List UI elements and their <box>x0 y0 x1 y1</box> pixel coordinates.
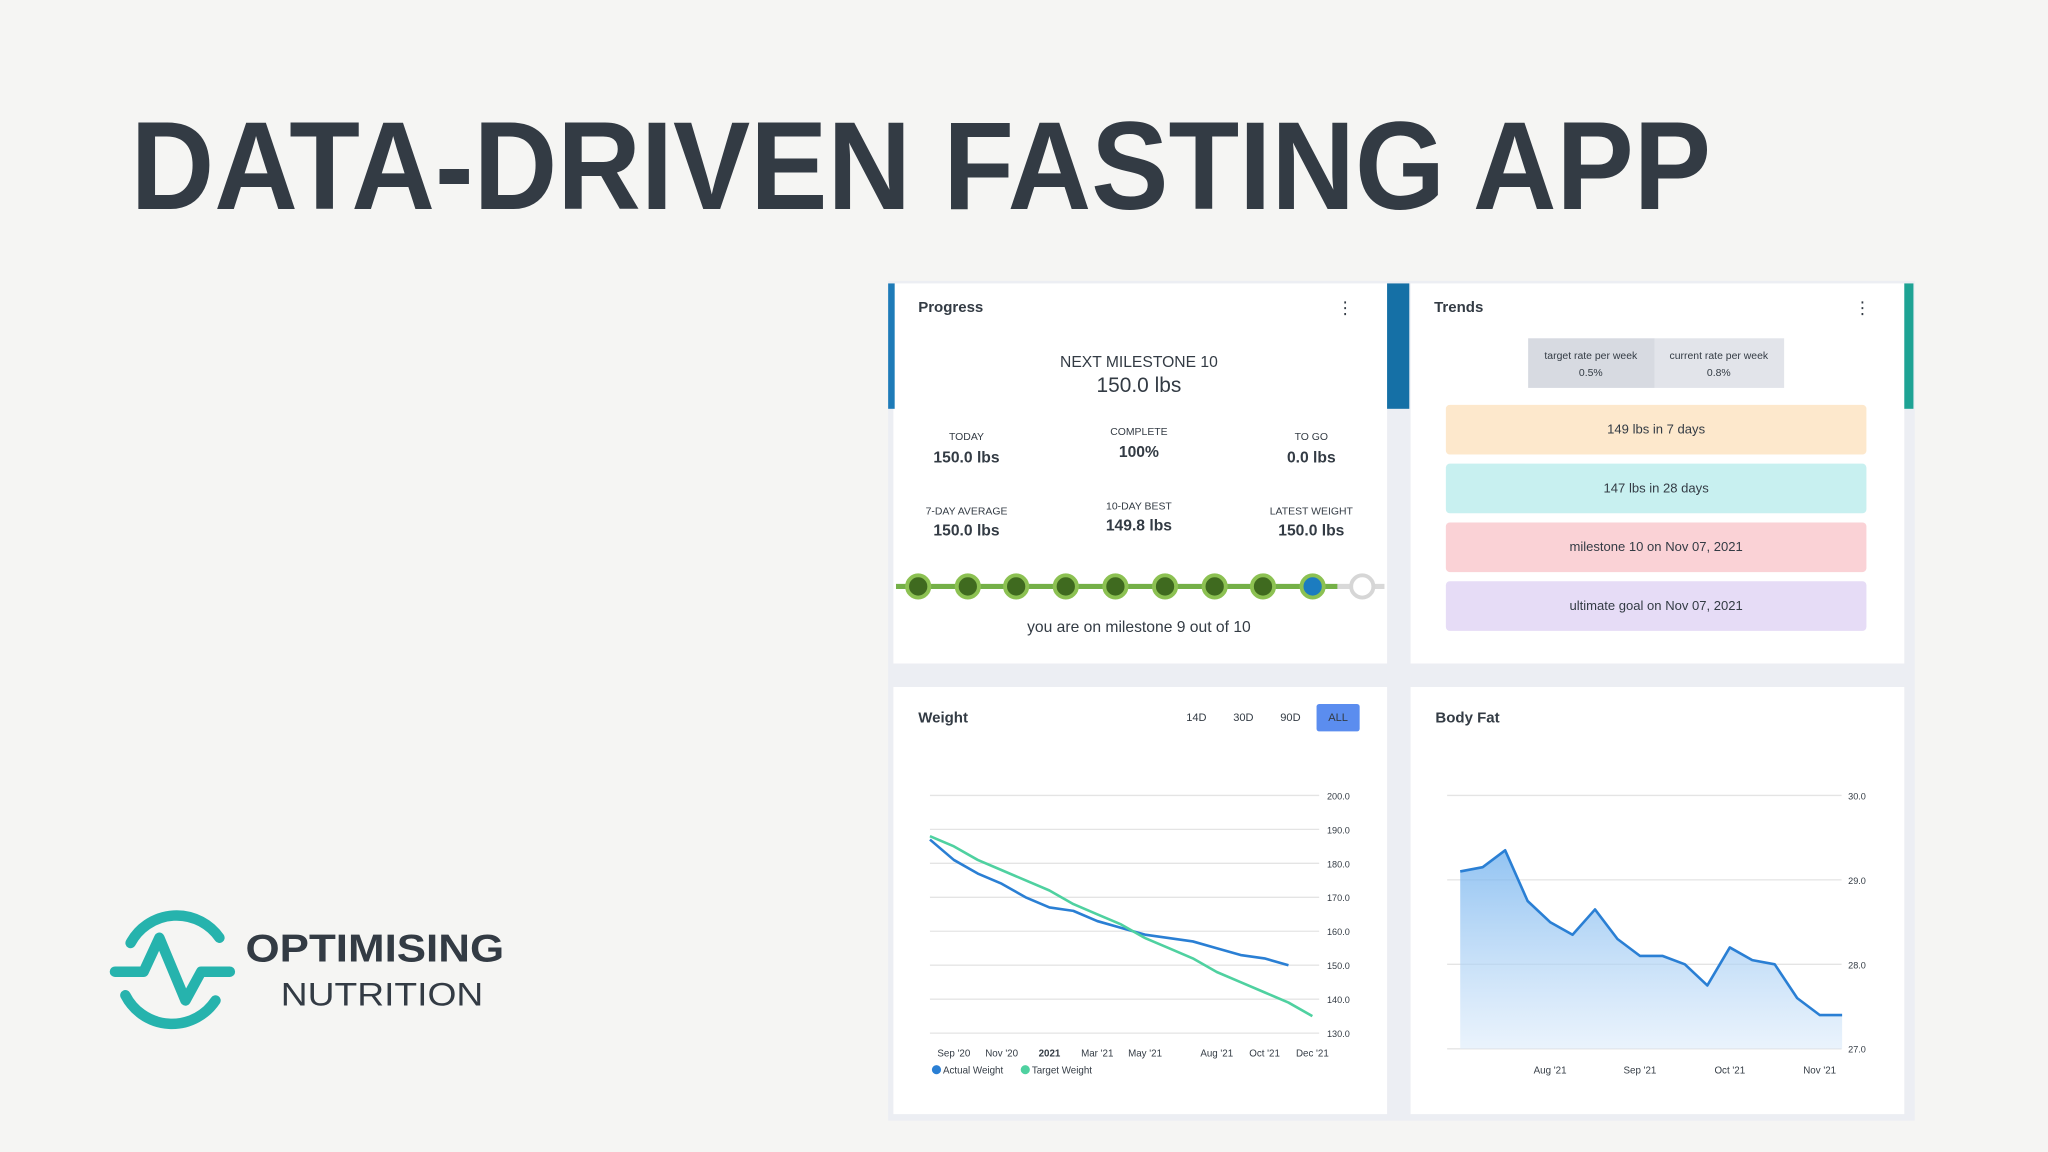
milestone-dot <box>954 573 981 600</box>
milestone-label: NEXT MILESTONE 10 <box>1060 354 1218 371</box>
logo-text: OPTIMISING <box>246 927 505 970</box>
range-button[interactable]: 14D <box>1186 712 1206 724</box>
y-tick-label: 170.0 <box>1327 893 1350 903</box>
y-tick-label: 27.0 <box>1848 1045 1866 1055</box>
logo-pulse <box>109 932 236 1006</box>
stat-label: COMPLETE <box>1110 427 1167 438</box>
stat-value: 150.0 lbs <box>933 523 999 540</box>
trend-item <box>1445 581 1867 631</box>
logo-arc <box>125 910 225 949</box>
logo-text: NUTRITION <box>281 976 483 1013</box>
stat-label: TO GO <box>1295 432 1328 443</box>
rate-value: 0.5% <box>1579 368 1603 379</box>
trend-text: milestone 10 on Nov 07, 2021 <box>1569 539 1742 554</box>
x-tick-label: Oct '21 <box>1714 1066 1745 1077</box>
y-tick-label: 200.0 <box>1327 791 1350 801</box>
x-tick-label: Sep '21 <box>1624 1066 1657 1077</box>
y-tick-label: 29.0 <box>1848 876 1866 886</box>
weight-panel <box>893 687 1388 1115</box>
x-tick-label: Nov '21 <box>1803 1066 1836 1077</box>
trend-text: 149 lbs in 7 days <box>1607 422 1705 437</box>
x-tick-label: Mar '21 <box>1081 1049 1113 1060</box>
milestone-dot-current <box>1299 573 1326 600</box>
series-line <box>929 834 1314 1018</box>
stat-value: 100% <box>1119 444 1159 461</box>
range-button[interactable]: 30D <box>1233 712 1253 724</box>
y-tick-label: 150.0 <box>1327 961 1350 971</box>
menu-button[interactable]: ⋮ <box>1854 298 1871 317</box>
x-tick-label: Sep '20 <box>937 1049 970 1060</box>
milestone-track <box>895 573 1385 600</box>
stat-value: 149.8 lbs <box>1106 517 1172 534</box>
legend-swatch <box>1020 1065 1030 1075</box>
rate-label: current rate per week <box>1670 351 1769 362</box>
legend-swatch <box>931 1065 942 1075</box>
rate-box <box>1528 338 1655 388</box>
x-tick-label: Aug '21 <box>1200 1049 1233 1060</box>
milestone-dot <box>905 573 932 600</box>
milestone-dot <box>1052 573 1079 600</box>
milestone-dots <box>905 573 1376 600</box>
y-tick-label: 30.0 <box>1848 791 1866 801</box>
y-tick-label: 130.0 <box>1327 1029 1350 1039</box>
stat-label: 10-DAY BEST <box>1106 501 1172 512</box>
menu-button[interactable]: ⋮ <box>1337 298 1354 317</box>
range-button[interactable]: ALL <box>1328 712 1348 724</box>
y-tick-label: 28.0 <box>1848 960 1866 970</box>
y-tick-label: 190.0 <box>1327 825 1350 835</box>
stat-value: 150.0 lbs <box>933 449 999 466</box>
milestone-value: 150.0 lbs <box>1097 374 1182 397</box>
milestone-dot <box>1151 573 1179 600</box>
logo-icon <box>109 910 236 1030</box>
page-title: DATA-DRIVEN FASTING APP <box>131 95 1711 236</box>
x-tick-label: Dec '21 <box>1296 1049 1329 1060</box>
trend-text: ultimate goal on Nov 07, 2021 <box>1569 598 1742 613</box>
panel-title: Progress <box>918 299 983 316</box>
x-tick-label: May '21 <box>1128 1049 1162 1060</box>
accent-bar <box>888 283 895 409</box>
milestone-dot <box>1102 573 1129 600</box>
trend-item <box>1445 404 1867 455</box>
trend-text: 147 lbs in 28 days <box>1604 480 1710 495</box>
stat-value: 150.0 lbs <box>1278 523 1344 540</box>
range-button-bg[interactable] <box>1316 703 1360 732</box>
series-line <box>929 838 1289 967</box>
milestone-dot <box>1201 573 1228 600</box>
chart-title: Body Fat <box>1435 709 1499 726</box>
x-tick-label: Oct '21 <box>1249 1049 1280 1060</box>
x-tick-label: Aug '21 <box>1534 1066 1567 1077</box>
stat-label: TODAY <box>949 432 984 443</box>
logo-arc <box>120 990 221 1030</box>
rate-value: 0.8% <box>1707 368 1731 379</box>
milestone-footer: you are on milestone 9 out of 10 <box>1027 619 1251 636</box>
accent-bar <box>1387 283 1410 409</box>
progress-panel <box>893 283 1388 664</box>
stat-label: 7-DAY AVERAGE <box>926 507 1008 518</box>
rate-label: target rate per week <box>1544 351 1638 362</box>
y-tick-label: 160.0 <box>1327 927 1350 937</box>
x-tick-label: 2021 <box>1039 1049 1061 1060</box>
stat-value: 0.0 lbs <box>1287 449 1336 466</box>
legend-label: Target Weight <box>1032 1066 1092 1077</box>
legend-label: Actual Weight <box>943 1066 1003 1077</box>
range-button[interactable]: 90D <box>1280 712 1300 724</box>
content: ⋮ ⋮ DATA-DRIVEN FASTING APP OPTIMISING NUT… <box>109 95 1915 1121</box>
milestone-dot <box>1003 573 1030 600</box>
series-line <box>1459 849 1843 1017</box>
trend-item <box>1445 463 1867 514</box>
x-tick-label: Nov '20 <box>985 1049 1018 1060</box>
milestone-dot-next <box>1349 573 1376 600</box>
milestone-dot <box>1249 573 1277 600</box>
stat-label: LATEST WEIGHT <box>1270 507 1354 518</box>
accent-bar <box>1904 283 1914 409</box>
panel-title: Trends <box>1434 299 1483 316</box>
rate-box <box>1654 338 1785 388</box>
trend-item <box>1445 522 1867 573</box>
y-tick-label: 140.0 <box>1327 995 1350 1005</box>
y-tick-label: 180.0 <box>1327 859 1350 869</box>
chart-title: Weight <box>918 709 968 726</box>
series-area <box>1460 850 1843 1049</box>
